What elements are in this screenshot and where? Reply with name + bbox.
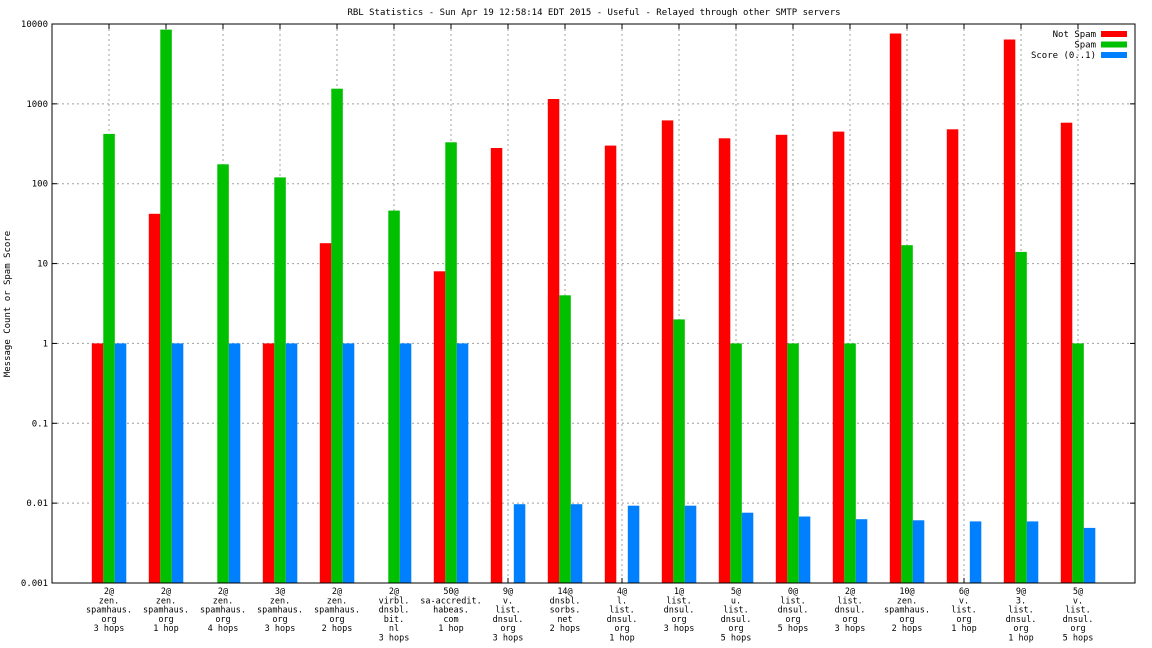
y-tick-label: 10000 [21,20,48,30]
bar-score-0-1 [912,520,925,583]
y-tick-label: 0.001 [21,579,48,589]
legend-label: Not Spam [1053,30,1096,40]
x-tick-label: 14@ dnsbl. sorbs. net 2 hops [550,587,581,634]
bar-spam [787,343,799,583]
legend-swatch [1101,31,1127,37]
bar-not-spam [775,134,788,584]
y-tick-label: 1 [43,339,48,349]
bar-not-spam [718,138,731,584]
bar-not-spam [604,145,617,583]
y-axis-ticks: 0.001 0.01 0.1 1 10 100 1000 10000 [21,20,1135,589]
bar-not-spam [889,33,902,583]
bar-spam [103,133,115,583]
x-tick-label: 2@ zen. spamhaus. org 3 hops [86,587,132,634]
x-tick-label: 2@ virbl. dnsbl. bit. nl 3 hops [379,587,410,644]
x-tick-label: 0@ list. dnsul. org 5 hops [778,587,809,634]
legend-swatch [1101,41,1127,48]
y-axis-label: Message Count or Spam Score [3,231,13,377]
y-tick-label: 0.1 [32,419,48,429]
plot-frame [51,23,1136,584]
bar-score-0-1 [684,505,697,583]
bar-spam [730,343,742,583]
bar-score-0-1 [969,521,982,583]
y-tick-label: 1000 [26,100,48,110]
bar-not-spam [433,271,446,583]
x-tick-label: 9@ 3. list. dnsul. org 1 hop [1006,587,1037,644]
x-tick-label: 2@ zen. spamhaus. org 4 hops [200,587,246,634]
bar-spam [901,245,913,583]
x-tick-label: 2@ zen. spamhaus. org 2 hops [314,587,360,634]
bar-spam [844,343,856,583]
x-tick-label: 6@ v. list. org 1 hop [951,587,977,634]
x-tick-label: 1@ list. dnsul. org 3 hops [664,587,695,634]
bar-not-spam [262,343,275,583]
bar-spam [331,88,343,583]
x-tick-label: 4@ l. list. dnsul. org 1 hop [607,587,638,644]
bar-spam [160,29,172,584]
bar-score-0-1 [399,343,412,583]
bar-not-spam [91,343,104,583]
legend-swatch [1101,52,1127,58]
y-tick-label: 0.01 [26,499,48,509]
bar-not-spam [148,213,161,584]
x-tick-label: 3@ zen. spamhaus. org 3 hops [257,587,303,634]
bar-not-spam [661,120,674,584]
bar-not-spam [832,131,845,583]
bar-spam [388,210,400,583]
bar-score-0-1 [1083,527,1096,583]
x-tick-label: 10@ zen. spamhaus. org 2 hops [884,587,930,634]
x-tick-label: 50@ sa-accredit. habeas. com 1 hop [420,587,481,634]
bars [91,29,1096,584]
bar-not-spam [1003,39,1016,583]
bar-spam [673,319,685,583]
bar-score-0-1 [456,343,469,583]
bar-score-0-1 [1026,521,1039,583]
x-tick-label: 5@ v. list. dnsul. org 5 hops [1063,587,1094,644]
bar-spam [1072,343,1084,583]
bar-score-0-1 [798,516,811,583]
bar-spam [217,164,229,584]
bar-spam [1015,251,1027,583]
bar-not-spam [547,99,560,583]
bar-spam [445,142,457,584]
bar-score-0-1 [513,504,526,583]
bar-score-0-1 [570,504,583,583]
bar-not-spam [946,129,959,584]
bar-score-0-1 [627,505,640,583]
bar-score-0-1 [855,519,868,583]
bar-score-0-1 [228,343,241,583]
x-tick-label: 5@ u. list. dnsul. org 5 hops [721,587,752,644]
chart-title: RBL Statistics - Sun Apr 19 12:58:14 EDT… [347,8,840,18]
bar-spam [559,295,571,583]
x-tick-label: 2@ list. dnsul. org 3 hops [835,587,866,634]
bar-score-0-1 [741,512,754,583]
bar-spam [274,177,286,583]
y-tick-label: 10 [37,260,48,270]
legend-label: Score (0..1) [1031,51,1096,61]
x-tick-label: 9@ v. list. dnsul. org 3 hops [493,587,524,644]
bar-score-0-1 [171,343,184,583]
bar-score-0-1 [285,343,298,583]
bar-score-0-1 [114,343,127,583]
legend-label: Spam [1074,41,1096,51]
grid [52,24,1135,583]
bar-not-spam [490,148,503,583]
bar-not-spam [319,243,332,583]
bar-score-0-1 [342,343,355,583]
y-tick-label: 100 [32,180,48,190]
bar-not-spam [1060,122,1073,583]
x-tick-label: 2@ zen. spamhaus. org 1 hop [143,587,189,634]
